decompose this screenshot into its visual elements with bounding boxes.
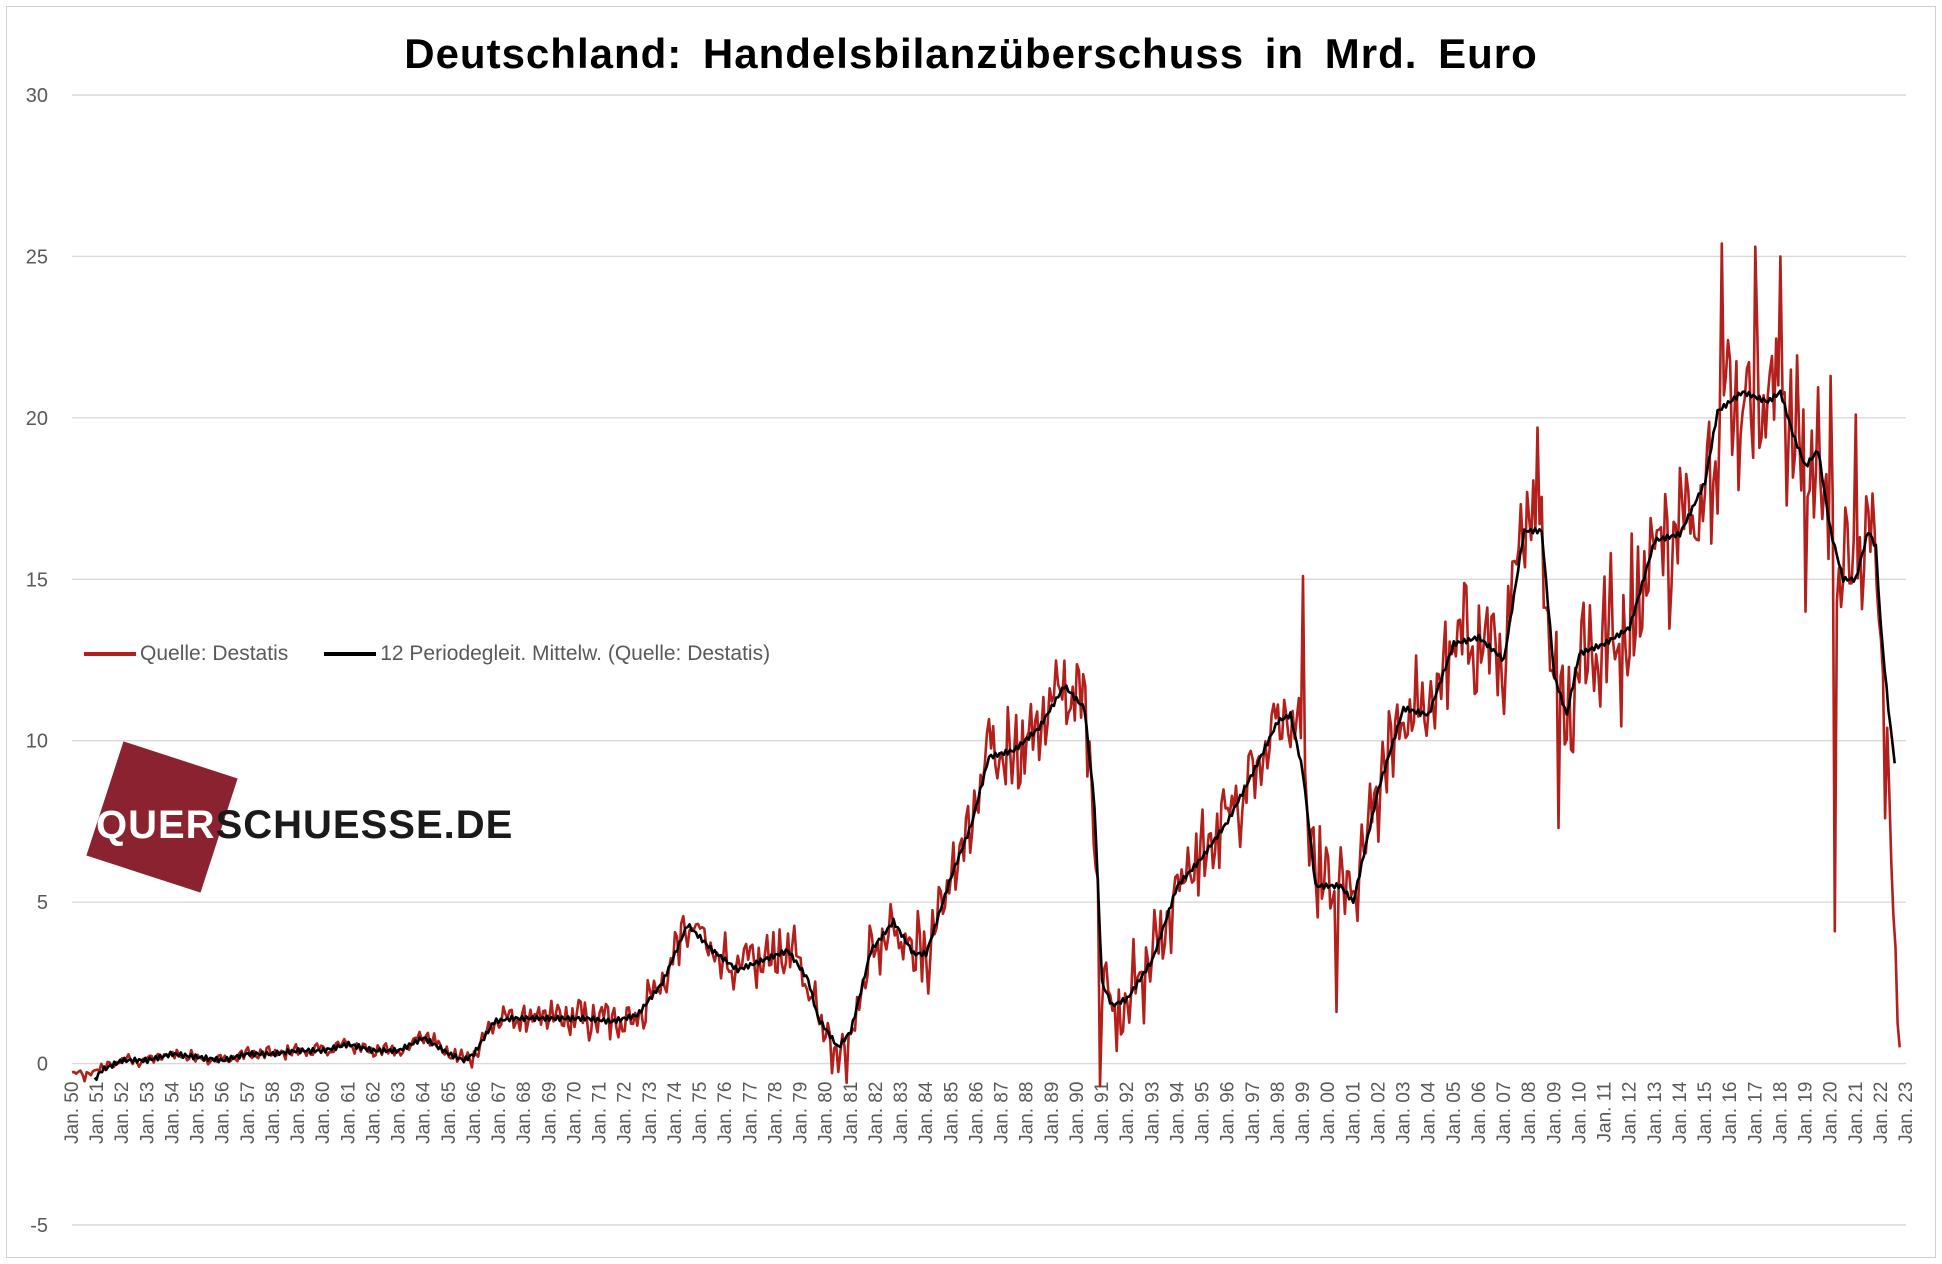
x-tick-label: Jan. 97 [1243,1082,1264,1144]
x-tick-label: Jan. 15 [1695,1082,1716,1144]
x-tick-label: Jan. 79 [791,1082,812,1144]
y-tick-label: 30 [26,85,48,107]
x-tick-label: Jan. 93 [1142,1082,1163,1144]
x-tick-label: Jan. 91 [1092,1082,1113,1144]
chart-title: Deutschland: Handelsbilanzüberschuss in … [404,30,1538,77]
x-tick-label: Jan. 51 [87,1082,108,1144]
x-tick-label: Jan. 54 [162,1081,183,1144]
y-tick-label: 0 [37,1054,48,1076]
x-tick-label: Jan. 16 [1720,1082,1741,1144]
x-tick-label: Jan. 90 [1067,1082,1088,1144]
x-tick-label: Jan. 76 [715,1082,736,1144]
x-tick-label: Jan. 17 [1745,1082,1766,1144]
x-tick-label: Jan. 12 [1620,1082,1641,1144]
x-tick-label: Jan. 08 [1519,1082,1540,1144]
x-tick-label: Jan. 56 [213,1082,234,1144]
x-tick-label: Jan. 94 [1167,1081,1188,1144]
x-tick-label: Jan. 64 [414,1081,435,1144]
legend-swatch-black [324,652,377,656]
x-tick-label: Jan. 03 [1394,1082,1415,1144]
legend-label-monthly: Quelle: Destatis [140,642,289,665]
y-tick-label: 5 [37,892,48,914]
x-tick-label: Jan. 68 [514,1082,535,1144]
x-tick-label: Jan. 52 [112,1082,133,1144]
x-tick-label: Jan. 57 [238,1082,259,1144]
x-tick-label: Jan. 50 [62,1082,83,1144]
x-tick-label: Jan. 69 [539,1082,560,1144]
x-tick-label: Jan. 86 [966,1082,987,1144]
y-tick-label: 10 [26,731,48,753]
x-tick-label: Jan. 53 [137,1082,158,1144]
x-tick-label: Jan. 59 [288,1082,309,1144]
x-tick-label: Jan. 20 [1821,1082,1842,1144]
x-tick-label: Jan. 14 [1670,1081,1691,1144]
y-tick-label: 25 [26,246,48,268]
x-tick-label: Jan. 65 [439,1082,460,1144]
logo-text: QUERSCHUESSE.DE [96,803,514,847]
x-tick-label: Jan. 05 [1444,1082,1465,1144]
x-tick-label: Jan. 70 [564,1082,585,1144]
x-tick-label: Jan. 13 [1645,1082,1666,1144]
x-tick-label: Jan. 11 [1595,1082,1616,1143]
x-tick-label: Jan. 71 [590,1082,611,1144]
x-tick-label: Jan. 21 [1846,1082,1867,1144]
x-tick-label: Jan. 07 [1494,1082,1515,1144]
series-average-line [93,389,1896,1082]
x-tick-label: Jan. 80 [816,1082,837,1144]
y-tick-label: 15 [26,569,48,591]
x-tick-label: Jan. 89 [1042,1082,1063,1144]
legend-swatch-red [84,652,136,656]
x-tick-label: Jan. 72 [615,1082,636,1144]
x-tick-label: Jan. 75 [690,1082,711,1144]
x-tick-label: Jan. 82 [866,1082,887,1144]
x-tick-label: Jan. 66 [464,1082,485,1144]
x-tick-label: Jan. 74 [665,1081,686,1144]
x-tick-label: Jan. 18 [1770,1082,1791,1144]
legend-label-average: 12 Periodegleit. Mittelw. (Quelle: Desta… [380,642,771,665]
x-tick-label: Jan. 88 [1017,1082,1038,1144]
x-tick-label: Jan. 22 [1871,1082,1892,1144]
x-tick-label: Jan. 83 [891,1082,912,1144]
x-tick-label: Jan. 78 [765,1082,786,1144]
y-tick-label: -5 [30,1215,48,1237]
x-tick-label: Jan. 92 [1117,1082,1138,1144]
x-tick-label: Jan. 77 [740,1082,761,1144]
x-tick-label: Jan. 23 [1896,1082,1917,1144]
x-tick-label: Jan. 63 [389,1082,410,1144]
x-tick-label: Jan. 60 [313,1082,334,1144]
x-tick-label: Jan. 96 [1218,1082,1239,1144]
x-tick-label: Jan. 87 [992,1082,1013,1144]
legend-item-monthly: Quelle: Destatis [84,642,288,666]
x-tick-label: Jan. 98 [1268,1082,1289,1144]
x-tick-label: Jan. 19 [1796,1082,1817,1144]
legend-item-average: 12 Periodegleit. Mittelw. (Quelle: Desta… [324,642,770,666]
legend: Quelle: Destatis 12 Periodegleit. Mittel… [84,642,806,666]
y-tick-label: 20 [26,408,48,430]
x-tick-label: Jan. 85 [941,1082,962,1144]
x-tick-label: Jan. 09 [1544,1082,1565,1144]
x-tick-label: Jan. 06 [1469,1082,1490,1144]
x-tick-label: Jan. 01 [1343,1082,1364,1144]
x-tick-label: Jan. 84 [916,1081,937,1144]
x-tick-label: Jan. 00 [1318,1082,1339,1144]
x-tick-label: Jan. 10 [1569,1082,1590,1144]
x-tick-label: Jan. 04 [1419,1081,1440,1144]
x-tick-label: Jan. 67 [489,1082,510,1144]
x-tick-label: Jan. 58 [263,1082,284,1144]
x-tick-label: Jan. 99 [1293,1082,1314,1144]
x-tick-label: Jan. 61 [338,1082,359,1144]
x-tick-label: Jan. 73 [640,1082,661,1144]
x-tick-label: Jan. 81 [841,1082,862,1144]
x-tick-label: Jan. 62 [363,1082,384,1144]
x-tick-label: Jan. 95 [1193,1082,1214,1144]
x-tick-label: Jan. 55 [188,1082,209,1144]
x-tick-label: Jan. 02 [1368,1082,1389,1144]
